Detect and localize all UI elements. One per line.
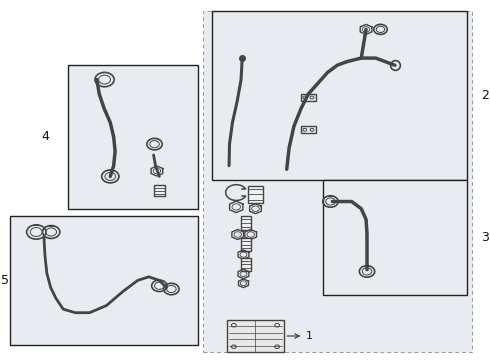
Bar (241, 238, 251, 251)
Bar (154, 185, 165, 196)
Text: 1: 1 (287, 331, 313, 341)
Text: 3: 3 (482, 231, 490, 244)
Bar (248, 186, 263, 203)
Bar (241, 258, 251, 271)
Text: 5: 5 (0, 274, 9, 287)
Bar (227, 320, 284, 352)
Bar (301, 126, 316, 134)
Bar (301, 94, 316, 101)
Bar (68, 65, 198, 209)
Text: 4: 4 (41, 130, 49, 144)
Bar (241, 216, 251, 230)
Bar (323, 180, 467, 295)
Bar (212, 12, 467, 180)
Bar (202, 12, 472, 352)
Bar (10, 216, 198, 345)
Text: 2: 2 (482, 89, 490, 102)
